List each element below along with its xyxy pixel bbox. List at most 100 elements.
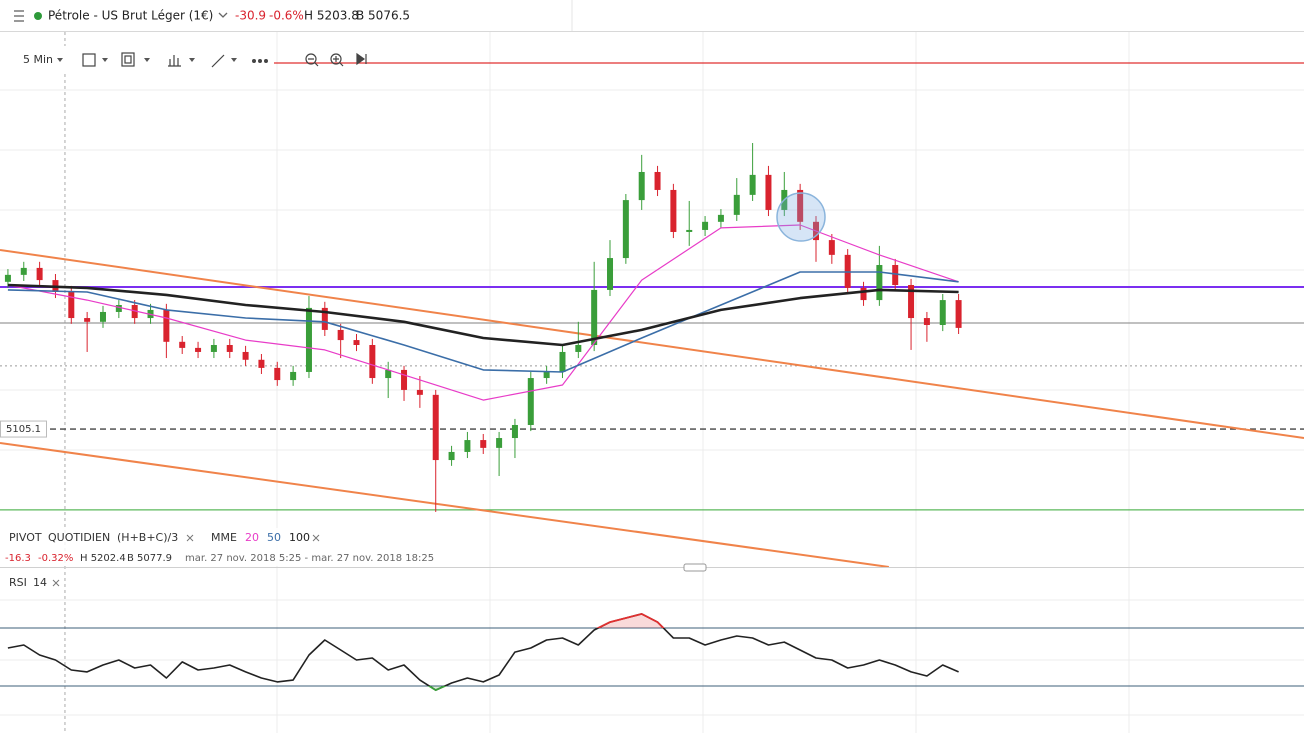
level-tag-label: 5105.1	[6, 424, 41, 435]
candle-body	[622, 200, 629, 259]
legend-entry[interactable]: 20	[245, 531, 259, 544]
candle-body	[607, 258, 614, 290]
candle-body	[559, 351, 566, 372]
info-range: mar. 27 nov. 2018 5:25 - mar. 27 nov. 20…	[185, 553, 434, 564]
candle-body	[496, 438, 503, 448]
toolbar	[0, 46, 274, 74]
candle-body	[195, 347, 202, 352]
candle-body	[274, 367, 281, 381]
moving-average	[7, 271, 959, 373]
candle-body	[305, 307, 312, 372]
interval-selector[interactable]: 5 Min	[23, 53, 53, 66]
candle-body	[68, 291, 75, 319]
candle-body	[36, 267, 43, 281]
candle-body	[923, 318, 930, 326]
candle-body	[258, 359, 265, 368]
candle-body	[163, 309, 170, 342]
instrument-name[interactable]: Pétrole - US Brut Léger (1€)	[48, 9, 213, 23]
header-low: B 5076.5	[356, 9, 410, 23]
candle-body	[670, 189, 677, 232]
candle-body	[464, 440, 471, 452]
header-bar	[0, 0, 1304, 31]
legend-entry[interactable]: 50	[267, 531, 281, 544]
cursor-highlight	[776, 192, 826, 242]
header-change-pct: -0.6%	[269, 9, 304, 23]
candle-body	[401, 369, 408, 390]
candle-body	[290, 371, 297, 381]
moving-average	[7, 224, 959, 401]
candle-body	[686, 229, 693, 232]
candle-body	[20, 267, 27, 275]
toolbar-icons[interactable]	[82, 52, 367, 68]
info-change-pct: -0.32%	[38, 553, 73, 564]
remove-indicator[interactable]	[312, 534, 320, 542]
grid	[0, 32, 1304, 733]
header-change: -30.9	[235, 9, 266, 23]
candle-body	[369, 345, 376, 379]
candle-body	[353, 340, 360, 346]
candle-body	[226, 345, 233, 352]
candle-body	[955, 300, 962, 328]
info-change: -16.3	[5, 553, 31, 564]
header-high: H 5203.8	[304, 9, 359, 23]
rsi-pane	[0, 612, 1304, 692]
candle-body	[892, 265, 899, 286]
candle-body	[591, 289, 598, 346]
pane-resize-handle[interactable]	[683, 563, 707, 572]
candle-body	[432, 394, 439, 461]
candle-body	[416, 389, 423, 395]
candle-body	[575, 345, 582, 352]
legend-entry[interactable]: 100	[289, 531, 310, 544]
candle-body	[717, 214, 724, 222]
rsi-oversold-area	[7, 686, 959, 691]
rsi-overbought-area	[7, 613, 959, 628]
candle-body	[638, 171, 645, 201]
moving-average	[7, 283, 959, 347]
candle-body	[939, 300, 946, 326]
candle-body	[99, 311, 106, 322]
rsi-title[interactable]: RSI	[9, 576, 27, 589]
rsi-period: 14	[33, 576, 47, 589]
pivot-period[interactable]: QUOTIDIEN	[48, 531, 110, 544]
candle-body	[543, 371, 550, 379]
candle-body	[448, 451, 455, 461]
market-open-dot	[34, 12, 42, 20]
legend-background	[0, 528, 450, 566]
info-low: B 5077.9	[127, 553, 172, 564]
candle-body	[511, 424, 518, 439]
interval-dropdown[interactable]	[57, 58, 63, 62]
remove-indicator[interactable]	[186, 534, 194, 542]
candle-body	[702, 221, 709, 230]
candle-body	[210, 345, 217, 352]
candle-body	[908, 285, 915, 319]
candle-body	[115, 305, 122, 312]
candle-body	[179, 341, 186, 348]
candle-body	[876, 265, 883, 301]
candle-body	[242, 351, 249, 360]
rsi-line-oversold	[427, 686, 448, 692]
trend-line	[0, 441, 890, 567]
candle-body	[527, 378, 534, 425]
candle-body	[131, 305, 138, 319]
remove-indicator[interactable]	[52, 579, 60, 587]
price-pane	[0, 62, 1304, 567]
rsi-line-overbought	[596, 612, 665, 628]
ma-label[interactable]: MME	[211, 531, 237, 544]
level-tag	[0, 420, 47, 438]
menu-icon[interactable]	[14, 10, 24, 22]
candle-body	[733, 194, 740, 215]
trend-line	[0, 248, 1304, 440]
candle-body	[797, 189, 804, 222]
candle-body	[321, 307, 328, 330]
candle-body	[765, 174, 772, 210]
pivot-formula: (H+B+C)/3	[117, 531, 178, 544]
ma-legend: 20 50 100	[245, 531, 310, 544]
candle-body	[828, 240, 835, 255]
rsi-line	[7, 613, 959, 691]
candle-body	[337, 329, 344, 341]
pivot-label[interactable]: PIVOT	[9, 531, 42, 544]
instrument-dropdown[interactable]	[218, 12, 228, 18]
candle-body	[860, 287, 867, 301]
